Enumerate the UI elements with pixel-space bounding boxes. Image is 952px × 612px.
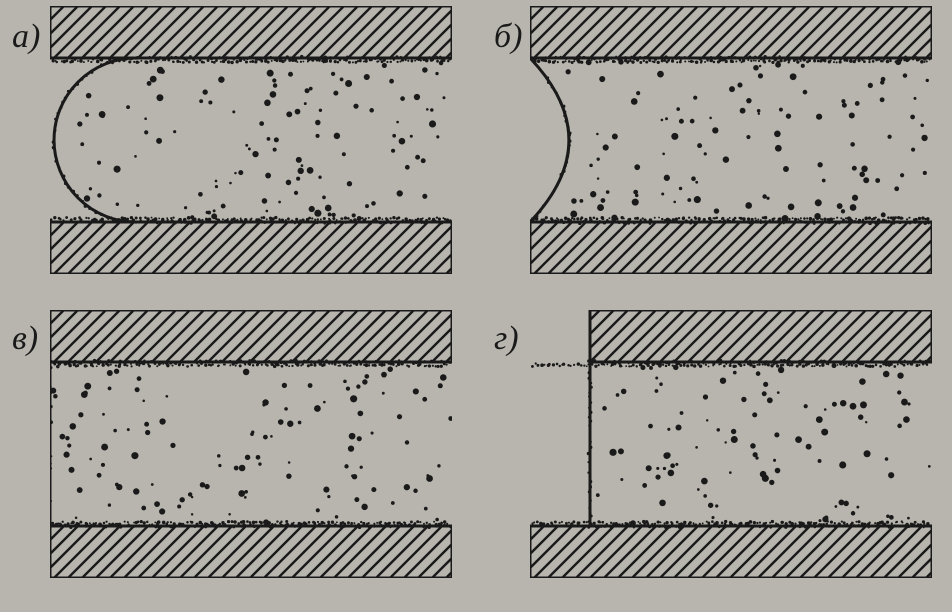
figure-page: а) б) в) г) bbox=[0, 0, 952, 612]
panel-b-svg bbox=[530, 6, 932, 274]
panel-v-svg bbox=[50, 310, 452, 578]
panel-b-label: б) bbox=[494, 18, 522, 56]
panel-v bbox=[50, 310, 452, 578]
panel-a-label: а) bbox=[12, 18, 40, 56]
panel-g-label: г) bbox=[494, 320, 519, 358]
panel-a bbox=[50, 6, 452, 274]
panel-v-label: в) bbox=[12, 320, 38, 358]
panel-b bbox=[530, 6, 932, 274]
panel-g-svg bbox=[530, 310, 932, 578]
panel-g bbox=[530, 310, 932, 578]
panel-a-svg bbox=[50, 6, 452, 274]
